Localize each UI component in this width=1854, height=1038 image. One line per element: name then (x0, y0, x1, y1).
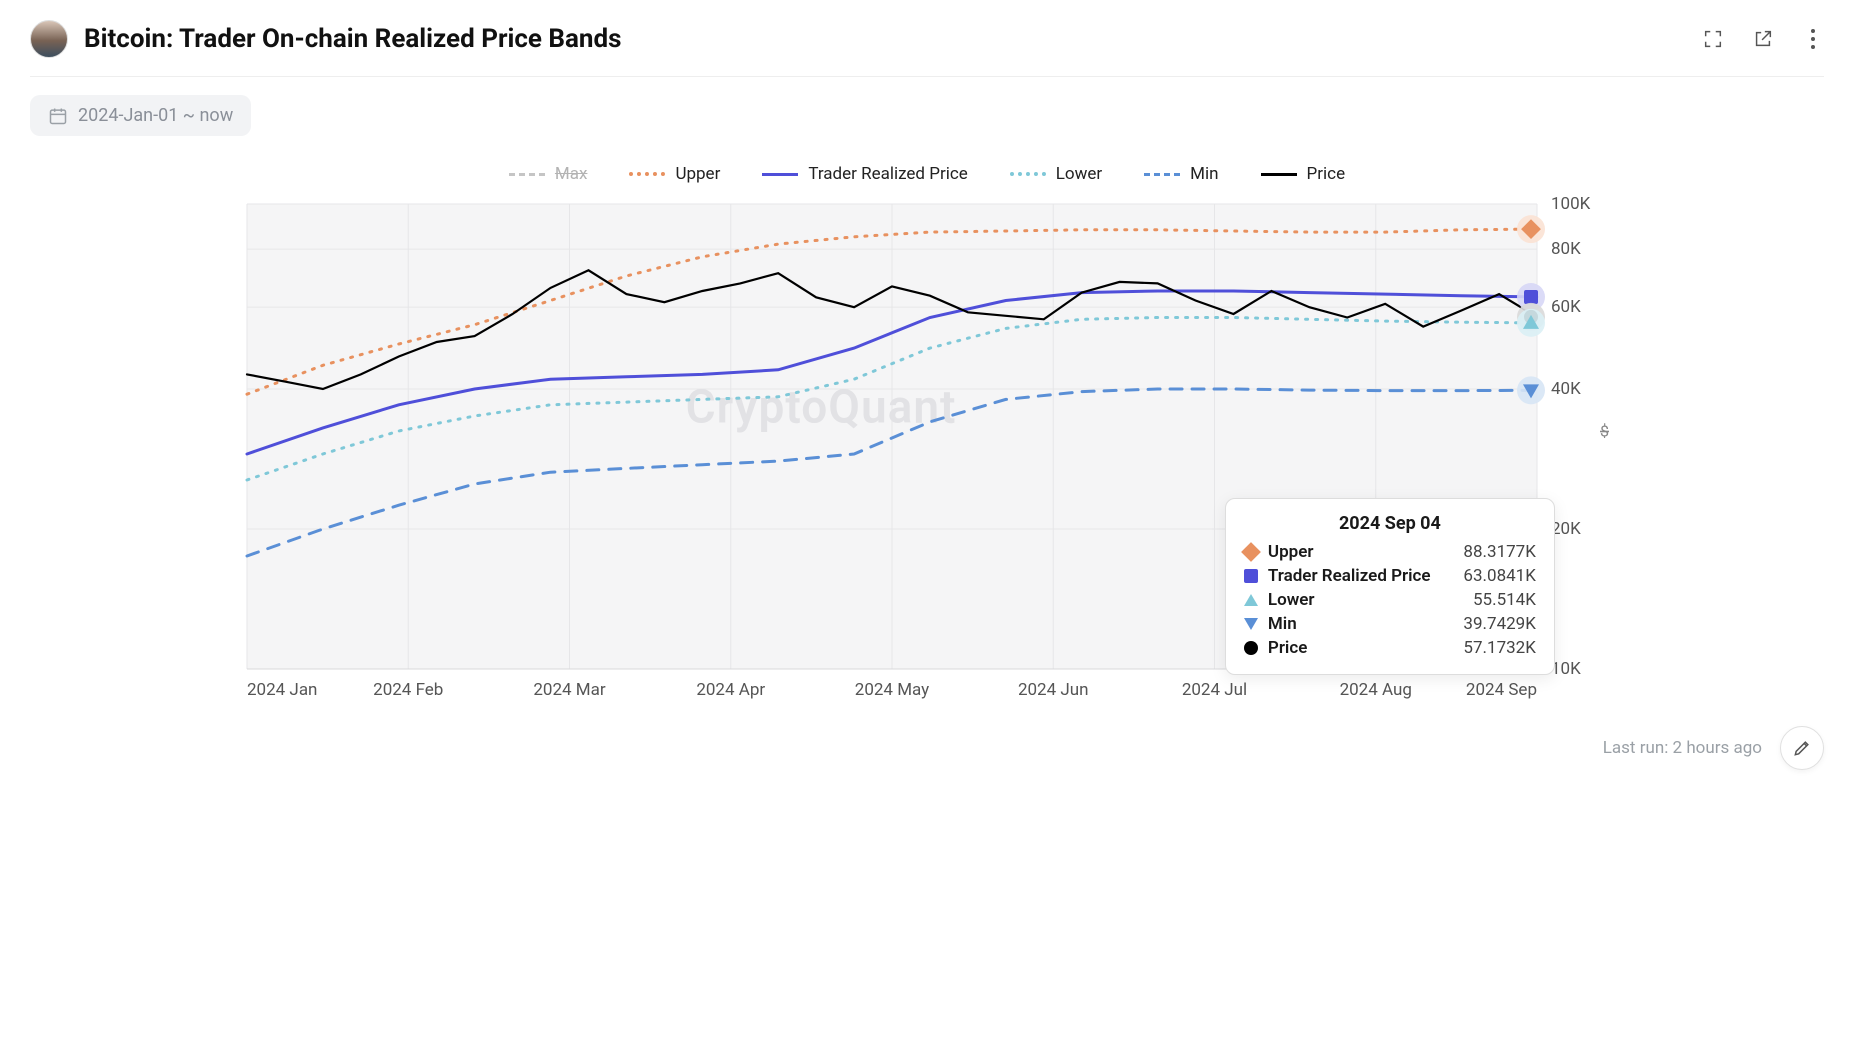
tooltip-row: Price 57.1732K (1244, 636, 1536, 660)
footer: Last run: 2 hours ago (30, 726, 1824, 770)
last-run-label: Last run: 2 hours ago (1603, 738, 1762, 758)
date-range-selector[interactable]: 2024-Jan-01 ~ now (30, 95, 251, 136)
tooltip-date: 2024 Sep 04 (1244, 513, 1536, 534)
svg-text:2024 Feb: 2024 Feb (373, 680, 443, 700)
date-range-label: 2024-Jan-01 ~ now (78, 105, 233, 126)
legend-item-max[interactable]: Max (509, 164, 588, 184)
svg-text:20K: 20K (1551, 519, 1581, 539)
legend-label: Price (1307, 164, 1346, 184)
svg-text:2024 Jan: 2024 Jan (247, 680, 317, 700)
legend-swatch (1010, 172, 1046, 176)
svg-text:60K: 60K (1551, 297, 1581, 317)
legend-swatch (1144, 173, 1180, 176)
svg-text:2024 May: 2024 May (855, 680, 929, 700)
svg-text:2024 Aug: 2024 Aug (1340, 680, 1412, 700)
title-group: Bitcoin: Trader On-chain Realized Price … (30, 20, 621, 58)
legend-label: Trader Realized Price (808, 164, 967, 184)
svg-text:2024 Jul: 2024 Jul (1182, 680, 1247, 700)
fullscreen-icon[interactable] (1702, 28, 1724, 50)
tooltip-row: Min 39.7429K (1244, 612, 1536, 636)
avatar[interactable] (30, 20, 68, 58)
svg-text:$: $ (1600, 422, 1609, 441)
legend-swatch (762, 173, 798, 176)
divider (30, 76, 1824, 77)
svg-text:40K: 40K (1551, 379, 1581, 399)
tooltip-row: Upper 88.3177K (1244, 540, 1536, 564)
legend-item-price[interactable]: Price (1261, 164, 1346, 184)
header-actions (1702, 28, 1824, 50)
tooltip: 2024 Sep 04 Upper 88.3177K Trader Realiz… (1225, 498, 1555, 675)
legend-item-min[interactable]: Min (1144, 164, 1218, 184)
legend: Max Upper Trader Realized Price Lower Min Pri… (30, 164, 1824, 184)
edit-button[interactable] (1780, 726, 1824, 770)
svg-text:100K: 100K (1551, 194, 1591, 214)
end-marker-lower (1517, 309, 1545, 337)
more-menu-icon[interactable] (1802, 28, 1824, 50)
legend-label: Min (1190, 164, 1218, 184)
tooltip-row: Lower 55.514K (1244, 588, 1536, 612)
svg-text:2024 Sep: 2024 Sep (1466, 680, 1537, 700)
legend-item-lower[interactable]: Lower (1010, 164, 1102, 184)
legend-item-trp[interactable]: Trader Realized Price (762, 164, 967, 184)
svg-text:2024 Mar: 2024 Mar (533, 680, 606, 700)
end-marker-min (1517, 376, 1545, 404)
legend-item-upper[interactable]: Upper (629, 164, 720, 184)
svg-text:80K: 80K (1551, 239, 1581, 259)
legend-label: Max (555, 164, 588, 184)
legend-swatch (629, 172, 665, 176)
header: Bitcoin: Trader On-chain Realized Price … (30, 20, 1824, 76)
legend-label: Upper (675, 164, 720, 184)
legend-swatch (1261, 173, 1297, 176)
page-title: Bitcoin: Trader On-chain Realized Price … (84, 24, 621, 54)
end-marker-upper (1517, 215, 1545, 243)
chart-container: 10K20K40K60K80K100K$CryptoQuant2024 Jan2… (30, 194, 1824, 718)
open-external-icon[interactable] (1752, 28, 1774, 50)
svg-text:2024 Jun: 2024 Jun (1018, 680, 1089, 700)
tooltip-row: Trader Realized Price 63.0841K (1244, 564, 1536, 588)
legend-swatch (509, 173, 545, 176)
svg-text:2024 Apr: 2024 Apr (696, 680, 765, 700)
legend-label: Lower (1056, 164, 1102, 184)
svg-text:10K: 10K (1551, 659, 1581, 679)
